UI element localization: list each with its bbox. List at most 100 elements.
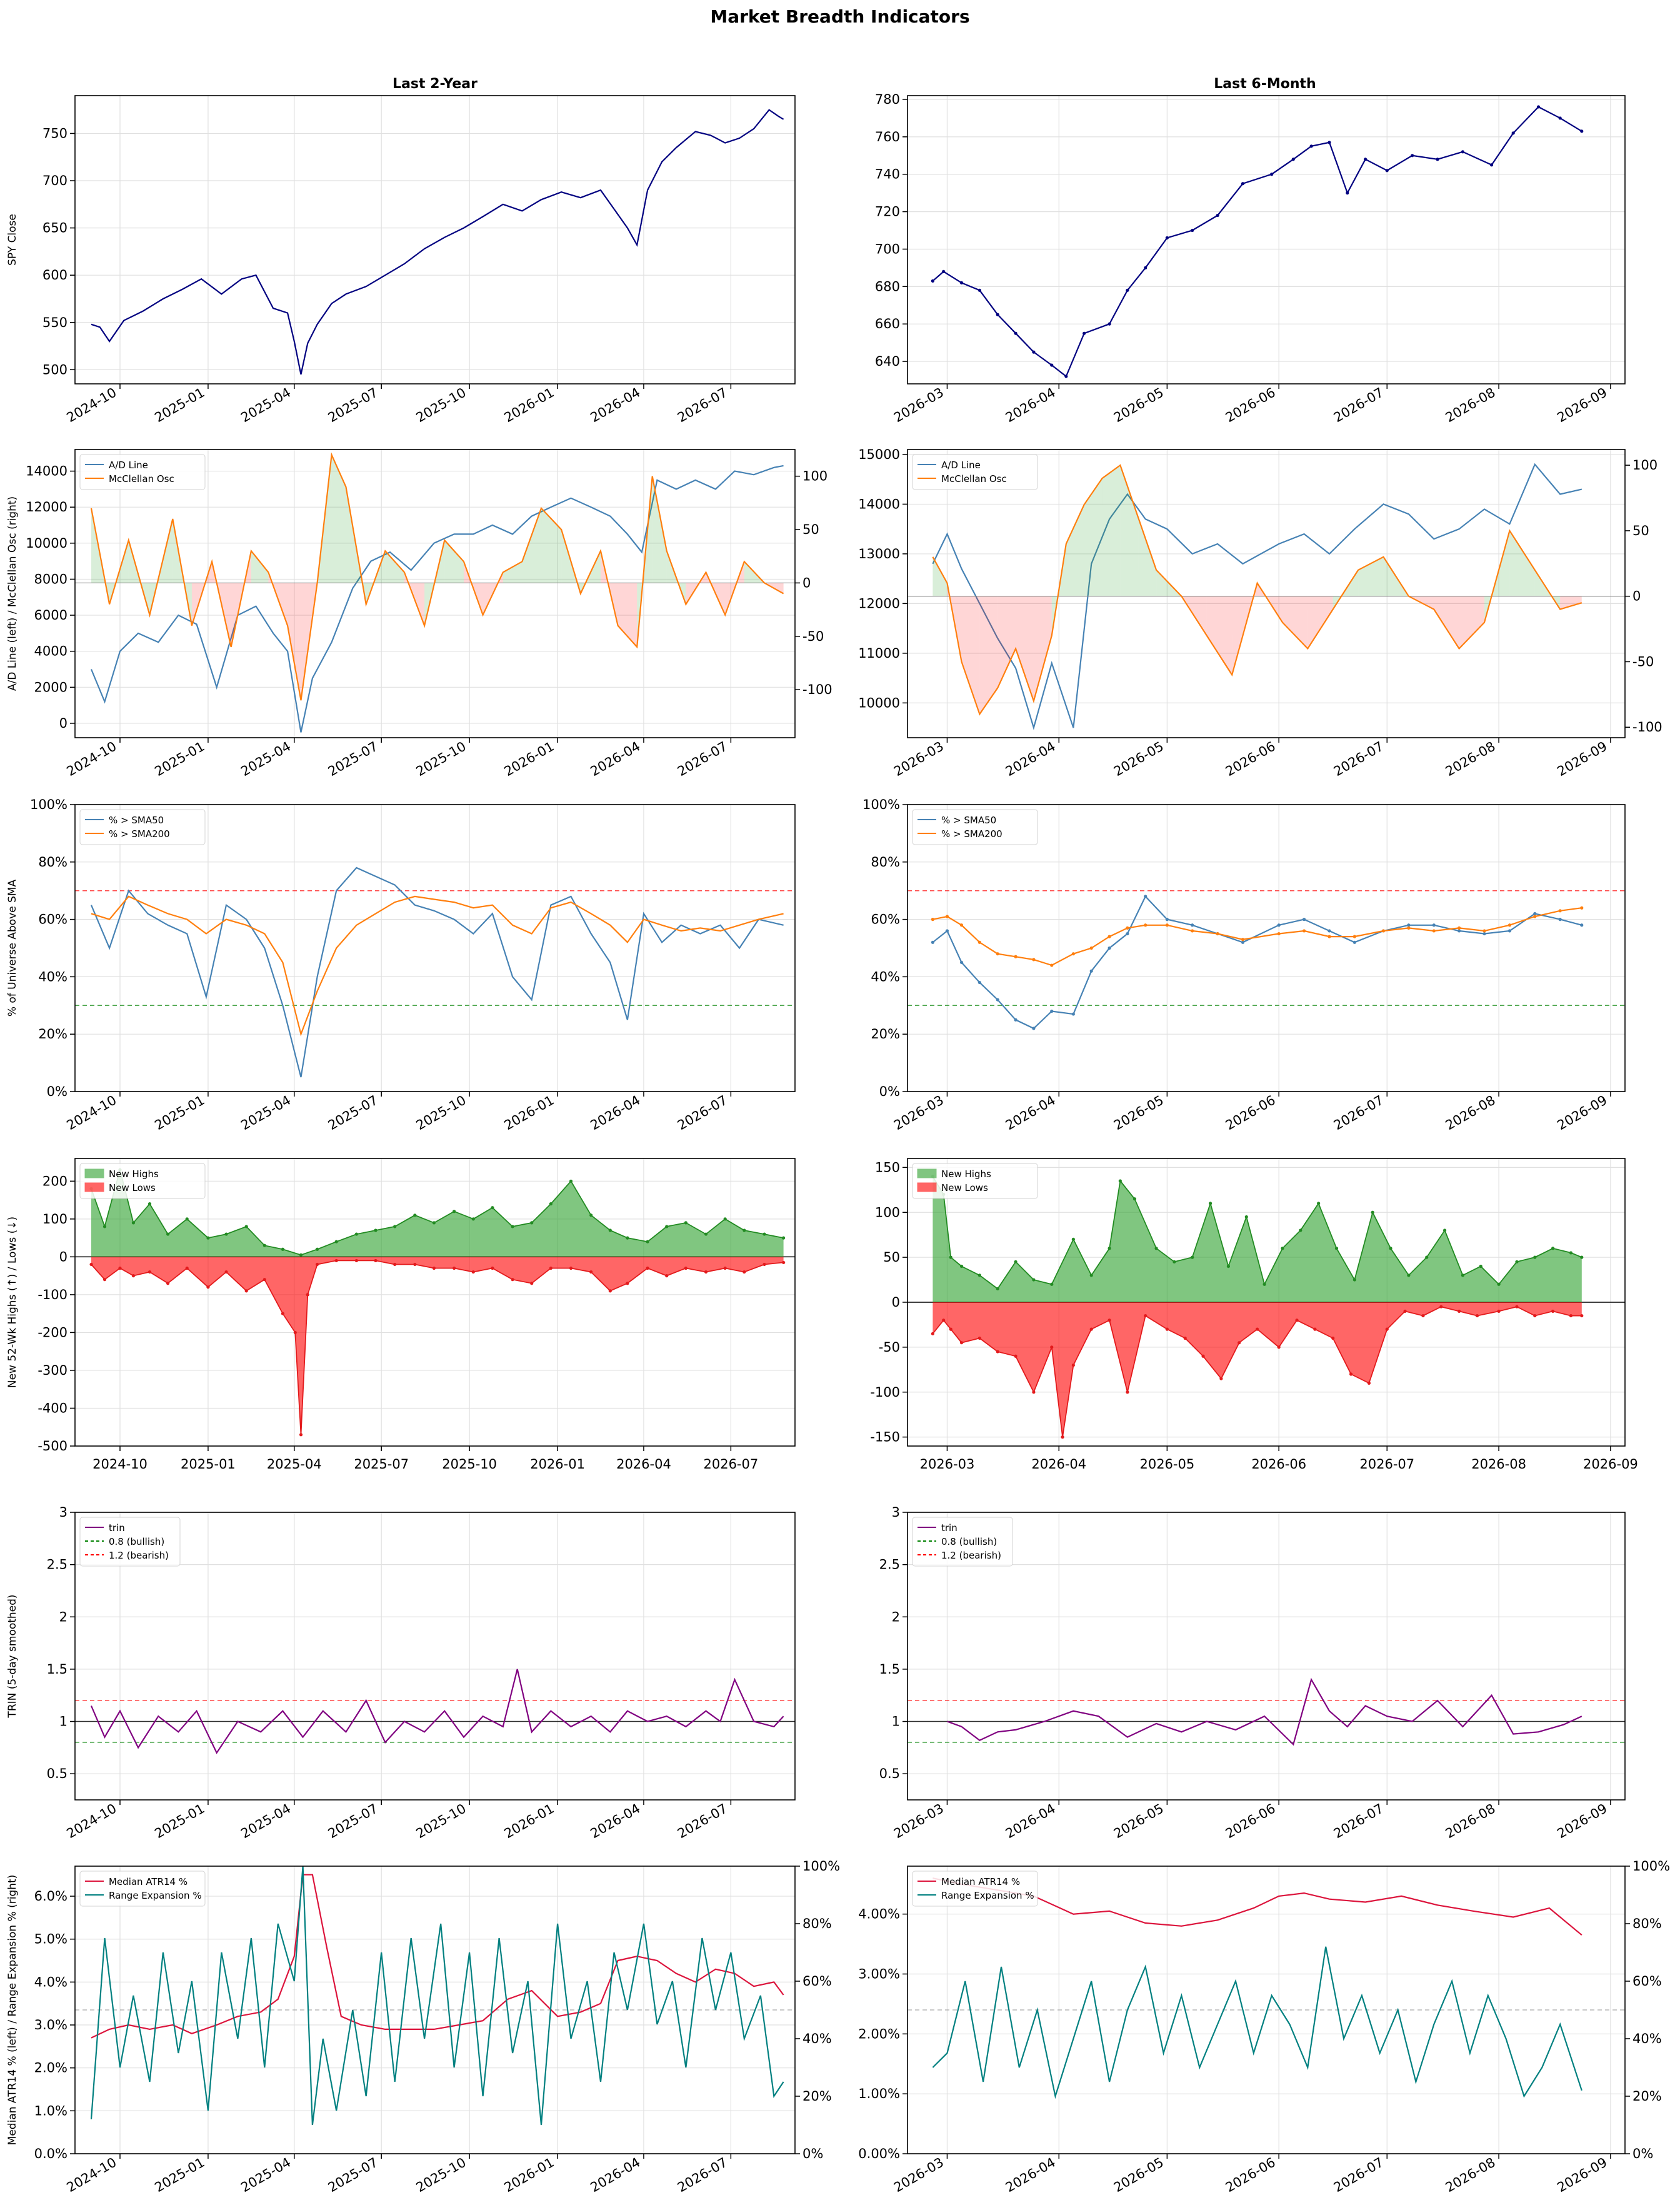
x-tick-label: 2026-04 xyxy=(1031,1457,1086,1472)
legend-swatch xyxy=(84,1182,104,1192)
y-tick-label: 700 xyxy=(875,241,900,256)
data-point xyxy=(1064,374,1068,378)
data-point xyxy=(1364,158,1368,161)
series-new-lows xyxy=(91,1260,784,1435)
data-point xyxy=(1458,1309,1461,1313)
legend-label: 1.2 (bearish) xyxy=(109,1550,169,1561)
data-point xyxy=(1558,918,1562,922)
osc-fill xyxy=(331,455,346,583)
y-tick-label: 40% xyxy=(38,969,68,984)
data-point xyxy=(1536,105,1541,109)
y2-tick-label: 40% xyxy=(802,2031,832,2046)
data-point xyxy=(185,1266,189,1270)
x-tick-label: 2026-01 xyxy=(502,1093,557,1133)
data-point xyxy=(1508,929,1511,933)
data-point xyxy=(1071,1012,1075,1016)
x-tick-label: 2026-05 xyxy=(1139,1457,1194,1472)
y-tick-label: 10000 xyxy=(858,695,900,710)
data-point xyxy=(1558,116,1562,120)
data-point xyxy=(413,1213,417,1217)
data-point xyxy=(374,1258,378,1263)
data-point xyxy=(1277,923,1281,927)
x-tick-label: 2025-04 xyxy=(238,1801,293,1842)
osc-fill xyxy=(522,508,542,583)
y2-tick-label: 60% xyxy=(1632,1974,1662,1989)
data-point xyxy=(1032,350,1036,354)
x-tick-label: 2026-01 xyxy=(502,2155,557,2196)
x-tick-label: 2026-05 xyxy=(1111,739,1166,780)
x-tick-label: 2026-08 xyxy=(1443,2155,1498,2196)
data-point xyxy=(723,1266,727,1270)
osc-fill xyxy=(1120,465,1139,596)
data-point xyxy=(626,1236,629,1240)
x-tick-label: 2025-04 xyxy=(267,1457,322,1472)
data-point xyxy=(1425,1255,1429,1259)
data-point xyxy=(1580,129,1584,133)
y-tick-label: -500 xyxy=(38,1439,68,1454)
data-point xyxy=(1328,935,1331,938)
legend: New Highs New Lows xyxy=(79,1163,206,1199)
x-tick-label: 2026-01 xyxy=(502,385,557,426)
axes-frame xyxy=(907,1158,1626,1447)
data-point xyxy=(959,281,964,284)
y-tick-label: 0 xyxy=(892,1295,900,1310)
data-point xyxy=(1515,1260,1519,1263)
panel-nhnl6m: 2026-03 2026-04 2026-05 2026-06 2026-07 2026-… xyxy=(870,1158,1638,1472)
data-point xyxy=(996,1350,999,1354)
y-tick-label: 0.5 xyxy=(47,1766,68,1781)
y-tick-label: -50 xyxy=(879,1340,900,1355)
data-point xyxy=(1050,1345,1054,1349)
osc-fill xyxy=(1282,596,1308,649)
axes-frame xyxy=(74,1158,796,1447)
osc-fill xyxy=(1257,583,1282,623)
data-point xyxy=(1050,1009,1054,1013)
x-tick-label: 2025-01 xyxy=(152,385,207,426)
legend: % > SMA50 % > SMA200 xyxy=(912,809,1038,845)
legend-box xyxy=(79,1163,206,1199)
x-tick-label: 2026-08 xyxy=(1443,1093,1498,1133)
panel-nhnl2y: 2024-10 2025-01 2025-04 2025-07 2025-10 2026-… xyxy=(6,1158,796,1472)
data-point xyxy=(1328,141,1331,144)
y-axis-label: % of Universe Above SMA xyxy=(6,879,19,1017)
data-point xyxy=(1508,923,1511,927)
panel-atr6m: 2026-03 2026-04 2026-05 2026-06 2026-07 2026-… xyxy=(858,1859,1670,2195)
y-tick-label: 12000 xyxy=(26,500,68,515)
y-tick-label: 700 xyxy=(42,173,68,188)
data-point xyxy=(626,1282,629,1285)
legend: Median ATR14 % Range Expansion % xyxy=(79,1871,206,1907)
data-point xyxy=(530,1282,534,1285)
series-spy-close xyxy=(932,106,1582,378)
data-point xyxy=(1389,1247,1392,1250)
data-point xyxy=(306,1293,309,1297)
data-point xyxy=(1277,932,1281,936)
data-point xyxy=(931,279,934,283)
y-tick-label: 100 xyxy=(875,1205,900,1220)
x-tick-label: 2026-07 xyxy=(703,1457,758,1472)
data-point xyxy=(949,1327,952,1331)
osc-fill xyxy=(1084,478,1102,596)
data-point xyxy=(262,1243,266,1247)
data-point xyxy=(1551,1247,1555,1250)
osc-fill xyxy=(618,583,638,647)
y2-tick-label: -50 xyxy=(1632,654,1654,669)
data-point xyxy=(1165,236,1169,240)
axes-frame xyxy=(74,449,796,738)
x-tick-label: 2025-07 xyxy=(326,1093,381,1133)
y-tick-label: 2000 xyxy=(34,680,68,695)
data-point xyxy=(996,313,999,316)
y-tick-label: 80% xyxy=(38,855,68,870)
y2-tick-label: -100 xyxy=(802,682,832,697)
y-tick-label: 0 xyxy=(59,716,68,731)
data-point xyxy=(1270,173,1274,176)
legend-label: Range Expansion % xyxy=(941,1890,1034,1901)
legend-label: McClellan Osc xyxy=(941,473,1007,485)
legend-label: A/D Line xyxy=(109,460,148,471)
axes-frame xyxy=(907,804,1626,1092)
y-tick-label: 20% xyxy=(871,1027,900,1042)
data-point xyxy=(1014,1018,1018,1022)
data-point xyxy=(1126,1390,1129,1394)
x-tick-label: 2025-10 xyxy=(414,1801,469,1842)
y-tick-label: 500 xyxy=(42,362,68,377)
y-axis-label: TRIN (5-day smoothed) xyxy=(6,1594,19,1718)
y2-tick-label: -100 xyxy=(1632,720,1662,735)
